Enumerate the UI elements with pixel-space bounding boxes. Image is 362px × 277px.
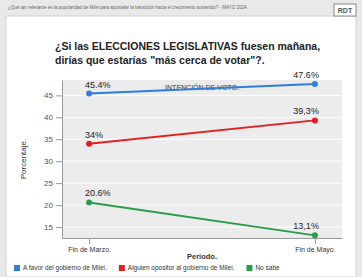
y-tick-mark	[56, 95, 62, 96]
legend-label: Alguien opositor al gobierno de Milei.	[128, 264, 235, 272]
card	[6, 16, 356, 277]
data-label: 20.6%	[85, 188, 111, 198]
y-tick-mark	[56, 205, 62, 206]
series-point	[86, 199, 92, 205]
legend-swatch	[246, 265, 252, 271]
data-label: 39,3%	[293, 106, 319, 116]
y-tick: 45	[44, 91, 62, 100]
legend-item: No sabe	[246, 264, 280, 271]
y-tick: 35	[44, 135, 62, 144]
x-tick: Fin de Mayo.	[295, 238, 336, 254]
grid-line	[62, 117, 342, 118]
y-tick: 20	[44, 201, 62, 210]
legend-swatch	[14, 265, 20, 271]
y-tick-mark	[56, 183, 62, 184]
grid	[62, 95, 342, 227]
legend-label: A favor del gobierno de Milei.	[23, 264, 107, 272]
grid-line	[62, 183, 342, 184]
legend-item: Alguien opositor al gobierno de Milei.	[119, 264, 235, 272]
x-tick-label: Fin de Marzo.	[68, 246, 111, 253]
marks	[86, 81, 318, 238]
logo-text: RDT	[338, 7, 353, 14]
legend-label: No sabe	[255, 264, 280, 271]
header: ¿Qué tan relevante es la popularidad de …	[8, 5, 248, 10]
y-tick-mark	[56, 117, 62, 118]
chart: ¿Qué tan relevante es la popularidad de …	[0, 0, 362, 277]
legend-item: A favor del gobierno de Milei.	[14, 264, 107, 272]
series-point	[312, 232, 318, 238]
y-axis-line	[62, 81, 63, 239]
logo-box	[334, 4, 356, 16]
y-tick: 30	[44, 157, 62, 166]
y-tick: 25	[44, 179, 62, 188]
data-label: 13,1%	[293, 221, 319, 231]
legend-swatch	[119, 265, 125, 271]
grid-line	[62, 139, 342, 140]
y-tick-label: 35	[44, 135, 53, 144]
legend: A favor del gobierno de Milei. Alguien op…	[14, 264, 280, 272]
data-labels: 45.4% 47.6% 34% 39,3% 20.6% 13,1%	[85, 70, 319, 231]
series-line	[89, 84, 315, 94]
data-label: 45.4%	[85, 80, 111, 90]
series-point	[312, 117, 318, 123]
grid-line	[62, 95, 342, 96]
y-tick-label: 45	[44, 91, 53, 100]
plot-area	[62, 80, 342, 238]
x-axis-line	[63, 238, 343, 239]
logo: RDT	[334, 4, 356, 16]
y-tick-label: 20	[44, 201, 53, 210]
y-tick-mark	[56, 227, 62, 228]
x-axis-title: Periodo.	[187, 252, 217, 261]
y-tick-mark	[56, 139, 62, 140]
y-tick-label: 15	[44, 223, 53, 232]
x-tick: Fin de Marzo.	[68, 238, 111, 253]
y-tick-label: 30	[44, 157, 53, 166]
y-tick: 40	[44, 113, 62, 122]
grid-line	[62, 161, 342, 162]
y-tick-label: 25	[44, 179, 53, 188]
x-tick-mark	[89, 238, 90, 244]
data-label: 34%	[85, 130, 103, 140]
data-label: 47.6%	[293, 70, 319, 80]
series-point	[86, 141, 92, 147]
y-tick: 15	[44, 223, 62, 232]
series-line	[89, 120, 315, 143]
x-tick-label: Fin de Mayo.	[295, 246, 336, 254]
y-tick-mark	[56, 161, 62, 162]
series-point	[86, 91, 92, 97]
series-point	[312, 81, 318, 87]
title: ¿Si las ELECCIONES LEGISLATIVAS fuesen m…	[55, 40, 320, 66]
y-tick-label: 40	[44, 113, 53, 122]
y-axis-title: Porcentaje.	[19, 139, 28, 179]
x-tick-mark	[315, 238, 316, 244]
series-line	[89, 202, 315, 235]
y-axis: 15 20 25 30 35 40 45	[44, 81, 62, 239]
